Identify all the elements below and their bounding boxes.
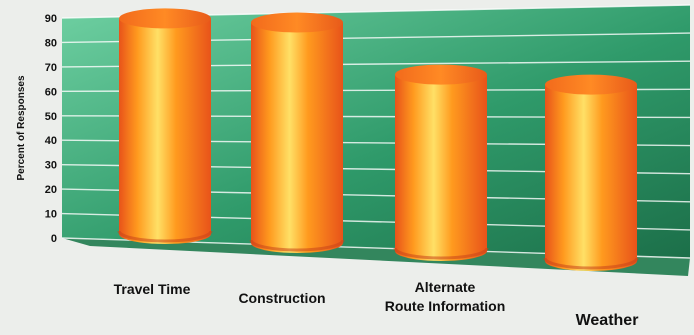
bar (395, 74, 487, 261)
bar-top (119, 8, 211, 29)
y-tick-label: 60 (45, 86, 57, 98)
bar-top (251, 12, 343, 33)
y-tick-label: 10 (45, 209, 57, 221)
y-tick-label: 50 (45, 111, 57, 123)
y-tick-label: 20 (45, 184, 57, 196)
x-category-label: Travel Time (114, 281, 191, 297)
y-tick-label: 40 (45, 135, 57, 147)
bar-top (545, 74, 637, 95)
x-category-label: Alternate Route Information (385, 279, 506, 314)
y-tick-label: 30 (45, 160, 57, 172)
bar-top (395, 64, 487, 85)
bar (251, 22, 343, 253)
x-category-label: Construction (238, 290, 325, 306)
x-category-label: Weather (576, 312, 639, 329)
bar-base-rim (393, 247, 489, 260)
bar-base-rim (117, 230, 213, 243)
y-tick-label: 70 (45, 62, 57, 74)
bar (545, 84, 637, 271)
bar-base-rim (543, 257, 639, 270)
chart-floor (62, 238, 690, 276)
chart-back-wall (62, 5, 690, 258)
y-tick-label: 90 (45, 13, 57, 25)
y-tick-label: 0 (51, 233, 57, 245)
bar (119, 18, 211, 245)
y-tick-label: 80 (45, 37, 57, 49)
bar-base-rim (249, 239, 345, 252)
y-axis-label: Percent of Responses (16, 75, 27, 180)
